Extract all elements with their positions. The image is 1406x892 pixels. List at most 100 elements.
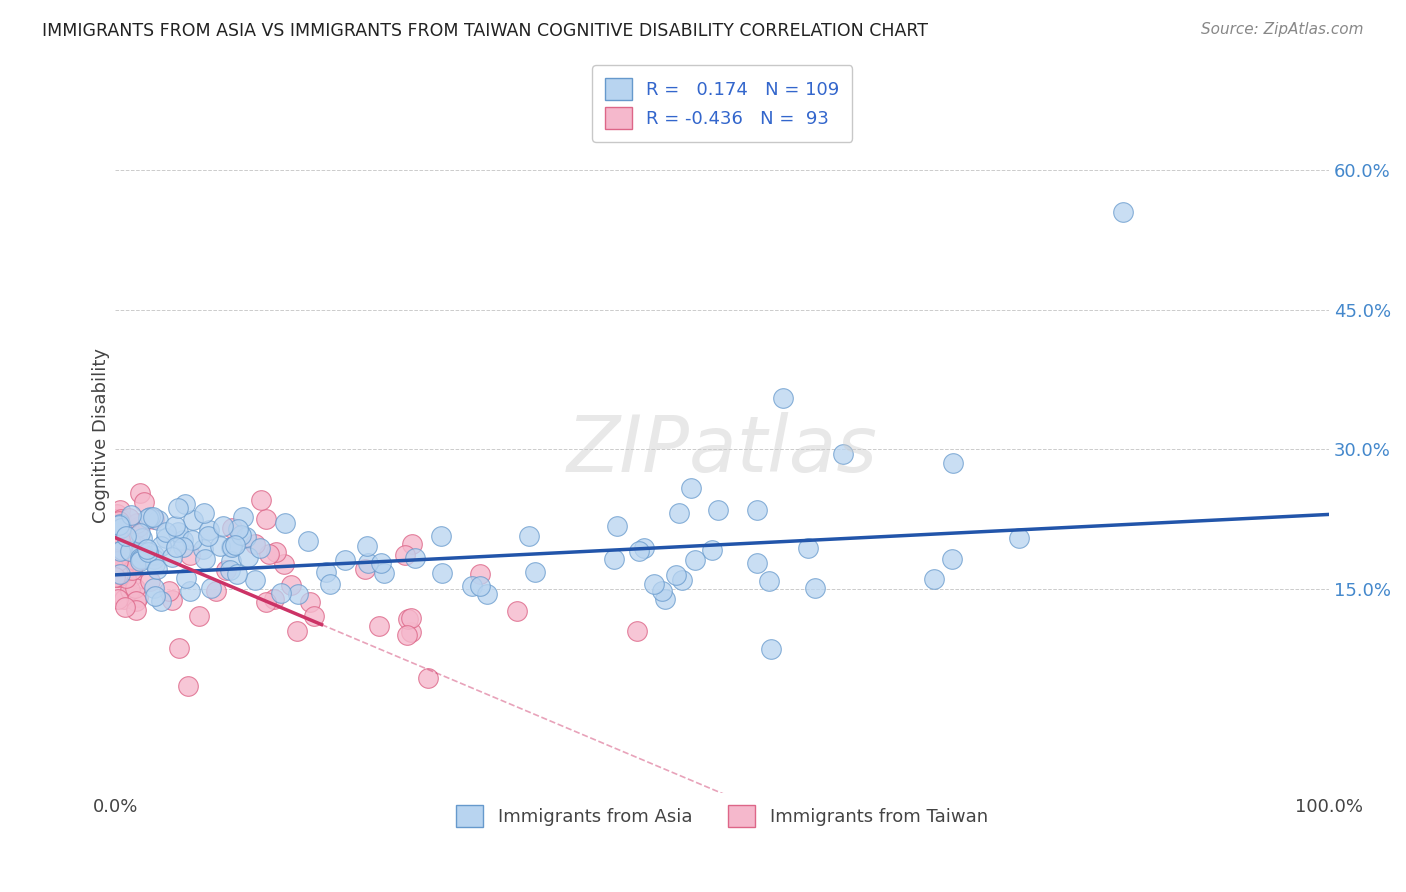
Point: [146, 513, 169, 527]
Point: [250, 493, 273, 508]
Point: [461, 579, 484, 593]
Point: [226, 522, 249, 536]
Point: [231, 528, 253, 542]
Point: [165, 540, 187, 554]
Point: [124, 581, 146, 595]
Point: [603, 552, 626, 566]
Point: [174, 571, 197, 585]
Point: [181, 533, 204, 547]
Point: [143, 581, 166, 595]
Point: [108, 514, 131, 528]
Point: [700, 543, 723, 558]
Point: [107, 570, 129, 584]
Point: [627, 544, 650, 558]
Point: [112, 592, 135, 607]
Point: [226, 567, 249, 582]
Point: [105, 522, 128, 536]
Point: [354, 562, 377, 576]
Point: [650, 584, 672, 599]
Point: [114, 556, 136, 570]
Point: [804, 581, 827, 595]
Point: [125, 516, 148, 531]
Point: [121, 563, 143, 577]
Point: [129, 519, 152, 533]
Point: [120, 551, 142, 566]
Point: [129, 545, 152, 559]
Text: ZIPatlas: ZIPatlas: [567, 412, 877, 488]
Point: [429, 529, 451, 543]
Point: [107, 554, 129, 568]
Point: [139, 574, 162, 588]
Point: [143, 589, 166, 603]
Point: [224, 538, 246, 552]
Point: [165, 519, 187, 533]
Point: [132, 495, 155, 509]
Point: [129, 525, 152, 540]
Legend: Immigrants from Asia, Immigrants from Taiwan: Immigrants from Asia, Immigrants from Ta…: [449, 798, 995, 834]
Point: [197, 523, 219, 537]
Point: [143, 552, 166, 566]
Point: [105, 516, 128, 531]
Text: IMMIGRANTS FROM ASIA VS IMMIGRANTS FROM TAIWAN COGNITIVE DISABILITY CORRELATION : IMMIGRANTS FROM ASIA VS IMMIGRANTS FROM …: [42, 22, 928, 40]
Point: [194, 551, 217, 566]
Point: [280, 578, 302, 592]
Point: [759, 642, 782, 657]
Point: [373, 566, 395, 580]
Point: [432, 566, 454, 580]
Point: [125, 539, 148, 553]
Point: [942, 456, 965, 470]
Point: [129, 485, 152, 500]
Point: [150, 593, 173, 607]
Point: [121, 532, 143, 546]
Point: [626, 624, 648, 638]
Point: [155, 525, 177, 540]
Point: [668, 506, 690, 520]
Point: [254, 595, 277, 609]
Point: [125, 550, 148, 565]
Point: [108, 517, 131, 532]
Point: [111, 560, 134, 574]
Point: [115, 554, 138, 568]
Point: [404, 550, 426, 565]
Point: [396, 612, 419, 626]
Point: [108, 528, 131, 542]
Point: [172, 533, 194, 548]
Point: [167, 640, 190, 655]
Point: [179, 549, 201, 563]
Point: [221, 520, 243, 534]
Point: [922, 572, 945, 586]
Point: [357, 556, 380, 570]
Point: [681, 481, 703, 495]
Point: [121, 570, 143, 584]
Point: [179, 584, 201, 599]
Point: [215, 563, 238, 577]
Point: [643, 577, 665, 591]
Point: [416, 671, 439, 685]
Point: [633, 541, 655, 555]
Point: [104, 557, 127, 571]
Point: [665, 568, 688, 582]
Point: [395, 628, 418, 642]
Point: [104, 512, 127, 526]
Point: [706, 503, 728, 517]
Point: [136, 511, 159, 525]
Point: [110, 521, 132, 535]
Point: [758, 574, 780, 589]
Point: [177, 680, 200, 694]
Point: [249, 541, 271, 555]
Point: [191, 542, 214, 557]
Point: [105, 553, 128, 567]
Point: [394, 548, 416, 562]
Point: [108, 567, 131, 582]
Point: [399, 625, 422, 640]
Point: [118, 583, 141, 598]
Point: [188, 609, 211, 624]
Point: [114, 571, 136, 585]
Point: [333, 553, 356, 567]
Point: [129, 552, 152, 566]
Point: [120, 536, 142, 550]
Point: [104, 528, 127, 542]
Point: [505, 604, 527, 618]
Point: [111, 546, 134, 560]
Point: [125, 554, 148, 568]
